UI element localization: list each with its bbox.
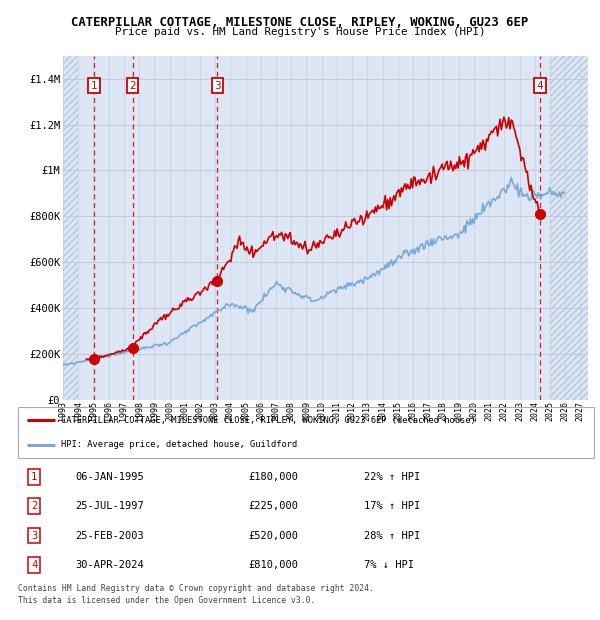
Text: 7% ↓ HPI: 7% ↓ HPI [364,560,413,570]
Text: 22% ↑ HPI: 22% ↑ HPI [364,472,420,482]
Text: Price paid vs. HM Land Registry's House Price Index (HPI): Price paid vs. HM Land Registry's House … [115,27,485,37]
Text: £225,000: £225,000 [248,501,298,511]
Text: HPI: Average price, detached house, Guildford: HPI: Average price, detached house, Guil… [61,440,298,450]
Text: 4: 4 [31,560,37,570]
Text: CATERPILLAR COTTAGE, MILESTONE CLOSE, RIPLEY, WOKING, GU23 6EP: CATERPILLAR COTTAGE, MILESTONE CLOSE, RI… [71,16,529,29]
Text: This data is licensed under the Open Government Licence v3.0.: This data is licensed under the Open Gov… [18,596,316,606]
Text: 06-JAN-1995: 06-JAN-1995 [76,472,145,482]
Text: 2: 2 [31,501,37,511]
Text: 25-FEB-2003: 25-FEB-2003 [76,531,145,541]
Text: £520,000: £520,000 [248,531,298,541]
Text: 1: 1 [31,472,37,482]
Text: 17% ↑ HPI: 17% ↑ HPI [364,501,420,511]
Text: Contains HM Land Registry data © Crown copyright and database right 2024.: Contains HM Land Registry data © Crown c… [18,584,374,593]
Text: 4: 4 [536,81,543,91]
Text: 30-APR-2024: 30-APR-2024 [76,560,145,570]
Text: 3: 3 [214,81,221,91]
Text: £180,000: £180,000 [248,472,298,482]
Text: 28% ↑ HPI: 28% ↑ HPI [364,531,420,541]
Text: 3: 3 [31,531,37,541]
Text: 2: 2 [129,81,136,91]
Text: CATERPILLAR COTTAGE, MILESTONE CLOSE, RIPLEY, WOKING, GU23 6EP (detached house): CATERPILLAR COTTAGE, MILESTONE CLOSE, RI… [61,416,476,425]
Text: 25-JUL-1997: 25-JUL-1997 [76,501,145,511]
Text: 1: 1 [91,81,97,91]
Text: £810,000: £810,000 [248,560,298,570]
